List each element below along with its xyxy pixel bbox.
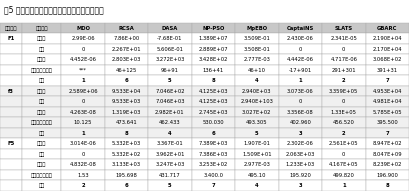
Text: 表5 所有算法求解单峰基准函数时所得的最优解: 表5 所有算法求解单峰基准函数时所得的最优解	[4, 6, 104, 15]
